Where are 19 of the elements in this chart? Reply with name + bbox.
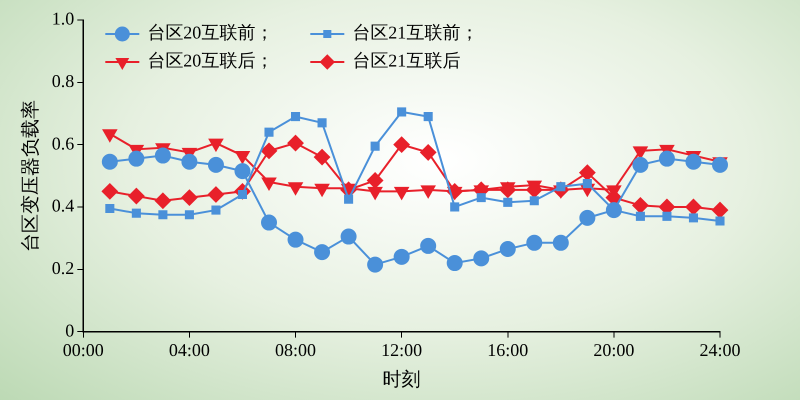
y-tick-label: 1.0 bbox=[52, 8, 74, 29]
x-tick-label: 20:00 bbox=[593, 340, 634, 360]
legend-label: 台区20互联后； bbox=[147, 50, 274, 71]
x-tick-label: 12:00 bbox=[381, 340, 422, 360]
y-tick-label: 0 bbox=[65, 320, 74, 340]
x-tick-label: 04:00 bbox=[168, 340, 210, 360]
y-tick-label: 0.4 bbox=[52, 196, 74, 216]
x-tick-label: 24:00 bbox=[699, 340, 741, 360]
legend-label: 台区21互联后 bbox=[352, 50, 460, 71]
x-tick-label: 08:00 bbox=[275, 340, 316, 360]
x-tick-label: 16:00 bbox=[487, 340, 528, 360]
legend-label: 台区21互联前； bbox=[352, 22, 478, 43]
y-axis-title: 台区变压器负载率 bbox=[19, 100, 42, 252]
x-axis-title: 时刻 bbox=[382, 368, 421, 391]
y-tick-label: 0.8 bbox=[52, 71, 74, 92]
y-tick-label: 0.6 bbox=[52, 133, 74, 154]
legend-label: 台区20互联前； bbox=[147, 22, 274, 43]
x-tick-label: 00:00 bbox=[62, 340, 104, 360]
y-tick-label: 0.2 bbox=[52, 258, 74, 278]
